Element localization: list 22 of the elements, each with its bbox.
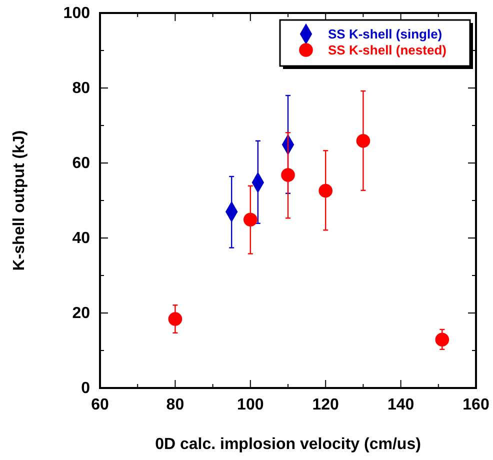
y-axis-title: K-shell output (kJ)	[11, 130, 28, 271]
point	[243, 212, 258, 227]
x-tick-label: 140	[387, 396, 414, 414]
point	[168, 312, 182, 326]
x-tick-label: 160	[462, 396, 490, 414]
y-tick-label: 40	[72, 230, 90, 248]
point	[435, 332, 450, 347]
y-tick-label: 100	[63, 5, 90, 22]
x-tick-label: 60	[91, 396, 109, 414]
x-tick-label: 80	[166, 396, 184, 414]
point	[281, 168, 295, 182]
x-tick-label: 100	[237, 396, 264, 414]
y-tick-label: 0	[81, 380, 90, 398]
y-tick-label: 20	[72, 305, 90, 322]
y-tick-label: 80	[72, 80, 90, 98]
legend-label: SS K-shell (nested)	[328, 42, 446, 58]
legend-label: SS K-shell (single)	[328, 26, 442, 42]
point	[356, 134, 370, 148]
y-tick-label: 60	[72, 155, 90, 172]
point	[318, 184, 333, 198]
x-tick-label: 120	[312, 396, 340, 414]
x-axis-title: 0D calc. implosion velocity (cm/us)	[155, 436, 421, 453]
